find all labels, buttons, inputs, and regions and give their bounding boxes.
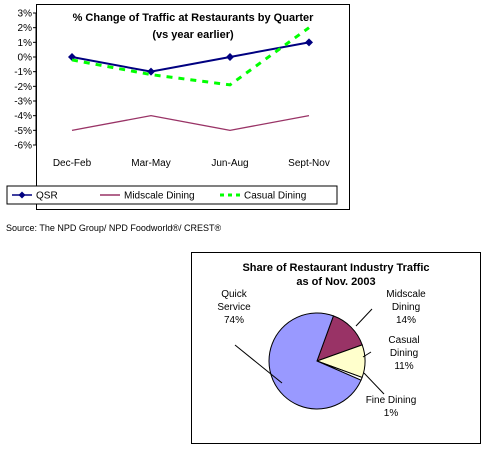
source-note: Source: The NPD Group/ NPD Foodworld®/ C… [6, 223, 222, 233]
x-tick-label-dec-feb: Dec-Feb [53, 158, 92, 169]
x-tick-label-sept-nov: Sept-Nov [288, 158, 330, 169]
line-chart-title: % Change of Traffic at Restaurants by Qu… [72, 12, 314, 24]
series-line-midscale-dining [71, 115, 310, 131]
y-tick-label: 1% [18, 38, 33, 49]
leader-line-midscale [355, 308, 373, 327]
pie-chart-frame [191, 252, 481, 444]
y-tick-label: -5% [14, 126, 32, 137]
x-tick-label-jun-aug: Jun-Aug [211, 158, 248, 169]
leader-line-quick-service [234, 344, 283, 384]
y-tick-label: -3% [14, 97, 32, 108]
leader-line-fine-dining [363, 372, 385, 395]
y-tick-label: 3% [18, 9, 33, 20]
pie-label-quick-service: Quick Service 74% [217, 289, 251, 326]
pie-chart-subtitle: as of Nov. 2003 [296, 276, 376, 288]
y-tick-label: -6% [14, 141, 32, 152]
y-tick-label: -4% [14, 111, 32, 122]
y-tick-label: 0% [18, 53, 33, 64]
x-tick-label-mar-may: Mar-May [131, 158, 170, 169]
y-tick-label: 2% [18, 23, 33, 34]
data-point-qsr [147, 67, 155, 76]
series-line-casual-dining [71, 26, 310, 87]
pie-label-fine-dining: Fine Dining 1% [365, 395, 417, 419]
line-chart-subtitle: (vs year earlier) [152, 29, 234, 41]
y-tick-label: -1% [14, 67, 32, 78]
legend-label-midscale-dining: Midscale Dining [124, 191, 195, 202]
data-point-qsr [226, 53, 234, 61]
legend-marker-qsr [18, 191, 26, 199]
pie-chart-title: Share of Restaurant Industry Traffic [242, 262, 430, 274]
leader-line-casual [362, 351, 372, 358]
legend-label-qsr: QSR [36, 191, 58, 202]
y-tick-label: -2% [14, 82, 32, 93]
legend-box [6, 185, 338, 205]
pie-label-midscale: Midscale Dining 14% [386, 289, 426, 326]
data-point-qsr [305, 38, 313, 47]
legend-label-casual-dining: Casual Dining [244, 191, 306, 202]
pie-label-casual: Casual Dining 11% [388, 335, 420, 372]
series-line-qsr [71, 41, 310, 73]
pie-slice-quick-service [268, 312, 362, 410]
